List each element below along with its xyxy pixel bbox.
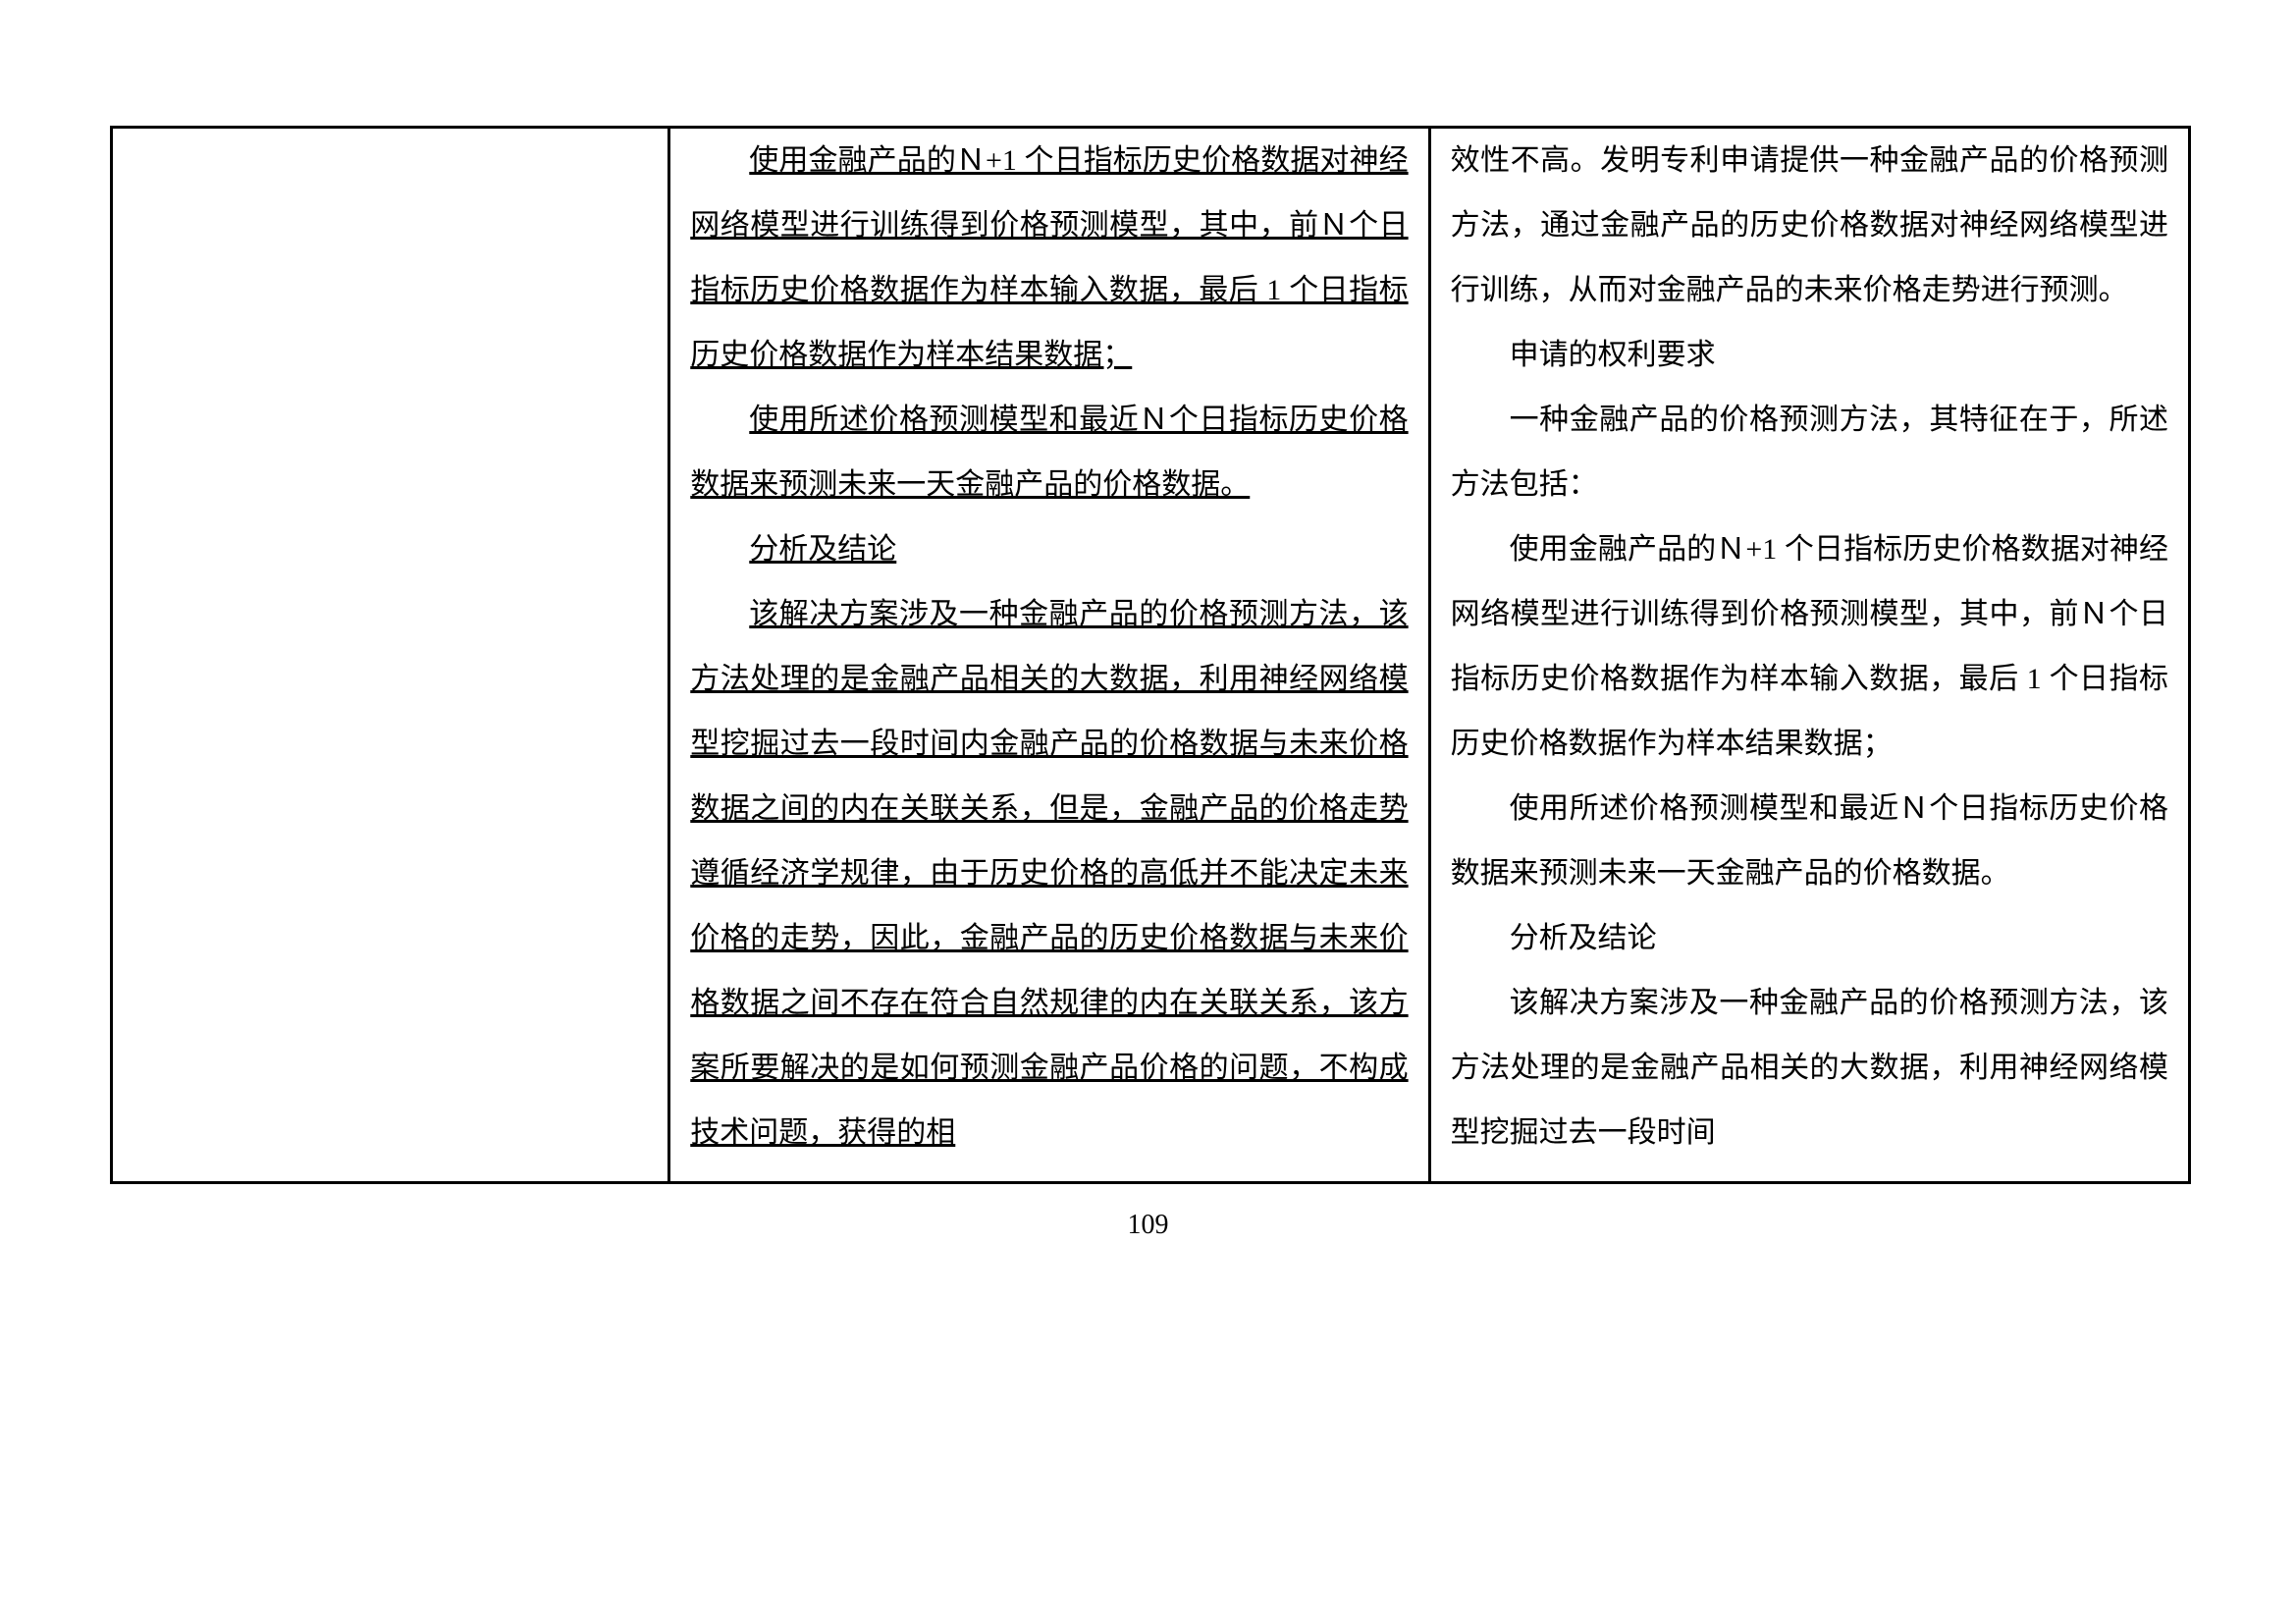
table-row: 使用金融产品的Ｎ+1 个日指标历史价格数据对神经网络模型进行训练得到价格预测模型…	[112, 128, 2190, 1183]
col2-para-1: 使用金融产品的Ｎ+1 个日指标历史价格数据对神经网络模型进行训练得到价格预测模型…	[690, 129, 1408, 388]
col3-para-2: 申请的权利要求	[1451, 323, 2168, 388]
col2-para-4: 该解决方案涉及一种金融产品的价格预测方法，该方法处理的是金融产品相关的大数据，利…	[690, 582, 1408, 1165]
col3-text-1a: 效性不高。发明专利申请提供一种金融产品的价格预测方法，通过金融产品的历史价格数据…	[1451, 144, 2168, 306]
column-2: 使用金融产品的Ｎ+1 个日指标历史价格数据对神经网络模型进行训练得到价格预测模型…	[669, 128, 1429, 1183]
column-1	[112, 128, 669, 1183]
page-content: 使用金融产品的Ｎ+1 个日指标历史价格数据对神经网络模型进行训练得到价格预测模型…	[110, 126, 2191, 1184]
col3-para-5: 使用所述价格预测模型和最近Ｎ个日指标历史价格数据来预测未来一天金融产品的价格数据…	[1451, 777, 2168, 906]
col3-para-3: 一种金融产品的价格预测方法，其特征在于，所述方法包括：	[1451, 388, 2168, 517]
page-number: 109	[0, 1210, 2296, 1241]
col3-para-6: 分析及结论	[1451, 906, 2168, 971]
col2-para-2: 使用所述价格预测模型和最近Ｎ个日指标历史价格数据来预测未来一天金融产品的价格数据…	[690, 388, 1408, 517]
document-table: 使用金融产品的Ｎ+1 个日指标历史价格数据对神经网络模型进行训练得到价格预测模型…	[110, 126, 2191, 1184]
col2-para-3: 分析及结论	[690, 517, 1408, 582]
col3-para-4: 使用金融产品的Ｎ+1 个日指标历史价格数据对神经网络模型进行训练得到价格预测模型…	[1451, 517, 2168, 777]
col3-para-1: 效性不高。发明专利申请提供一种金融产品的价格预测方法，通过金融产品的历史价格数据…	[1451, 129, 2168, 323]
col3-para-7: 该解决方案涉及一种金融产品的价格预测方法，该方法处理的是金融产品相关的大数据，利…	[1451, 971, 2168, 1165]
column-3: 效性不高。发明专利申请提供一种金融产品的价格预测方法，通过金融产品的历史价格数据…	[1429, 128, 2189, 1183]
